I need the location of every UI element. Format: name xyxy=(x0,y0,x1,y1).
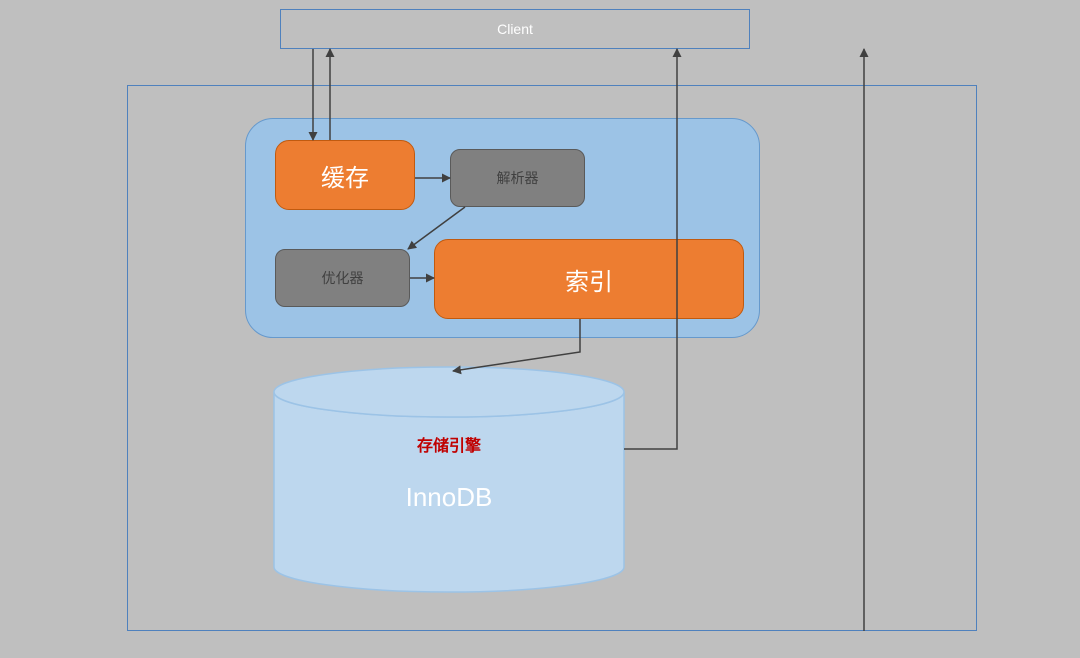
client-box: Client xyxy=(280,9,750,49)
storage-engine-label: 存储引擎 xyxy=(369,432,529,456)
node-index: 索引 xyxy=(434,239,744,319)
node-optimizer: 优化器 xyxy=(275,249,410,307)
node-cache: 缓存 xyxy=(275,140,415,210)
innodb-label: InnoDB xyxy=(339,477,559,517)
diagram-stage: Client 缓存解析器优化器索引存储引擎 InnoDB xyxy=(0,0,1080,658)
node-parser: 解析器 xyxy=(450,149,585,207)
